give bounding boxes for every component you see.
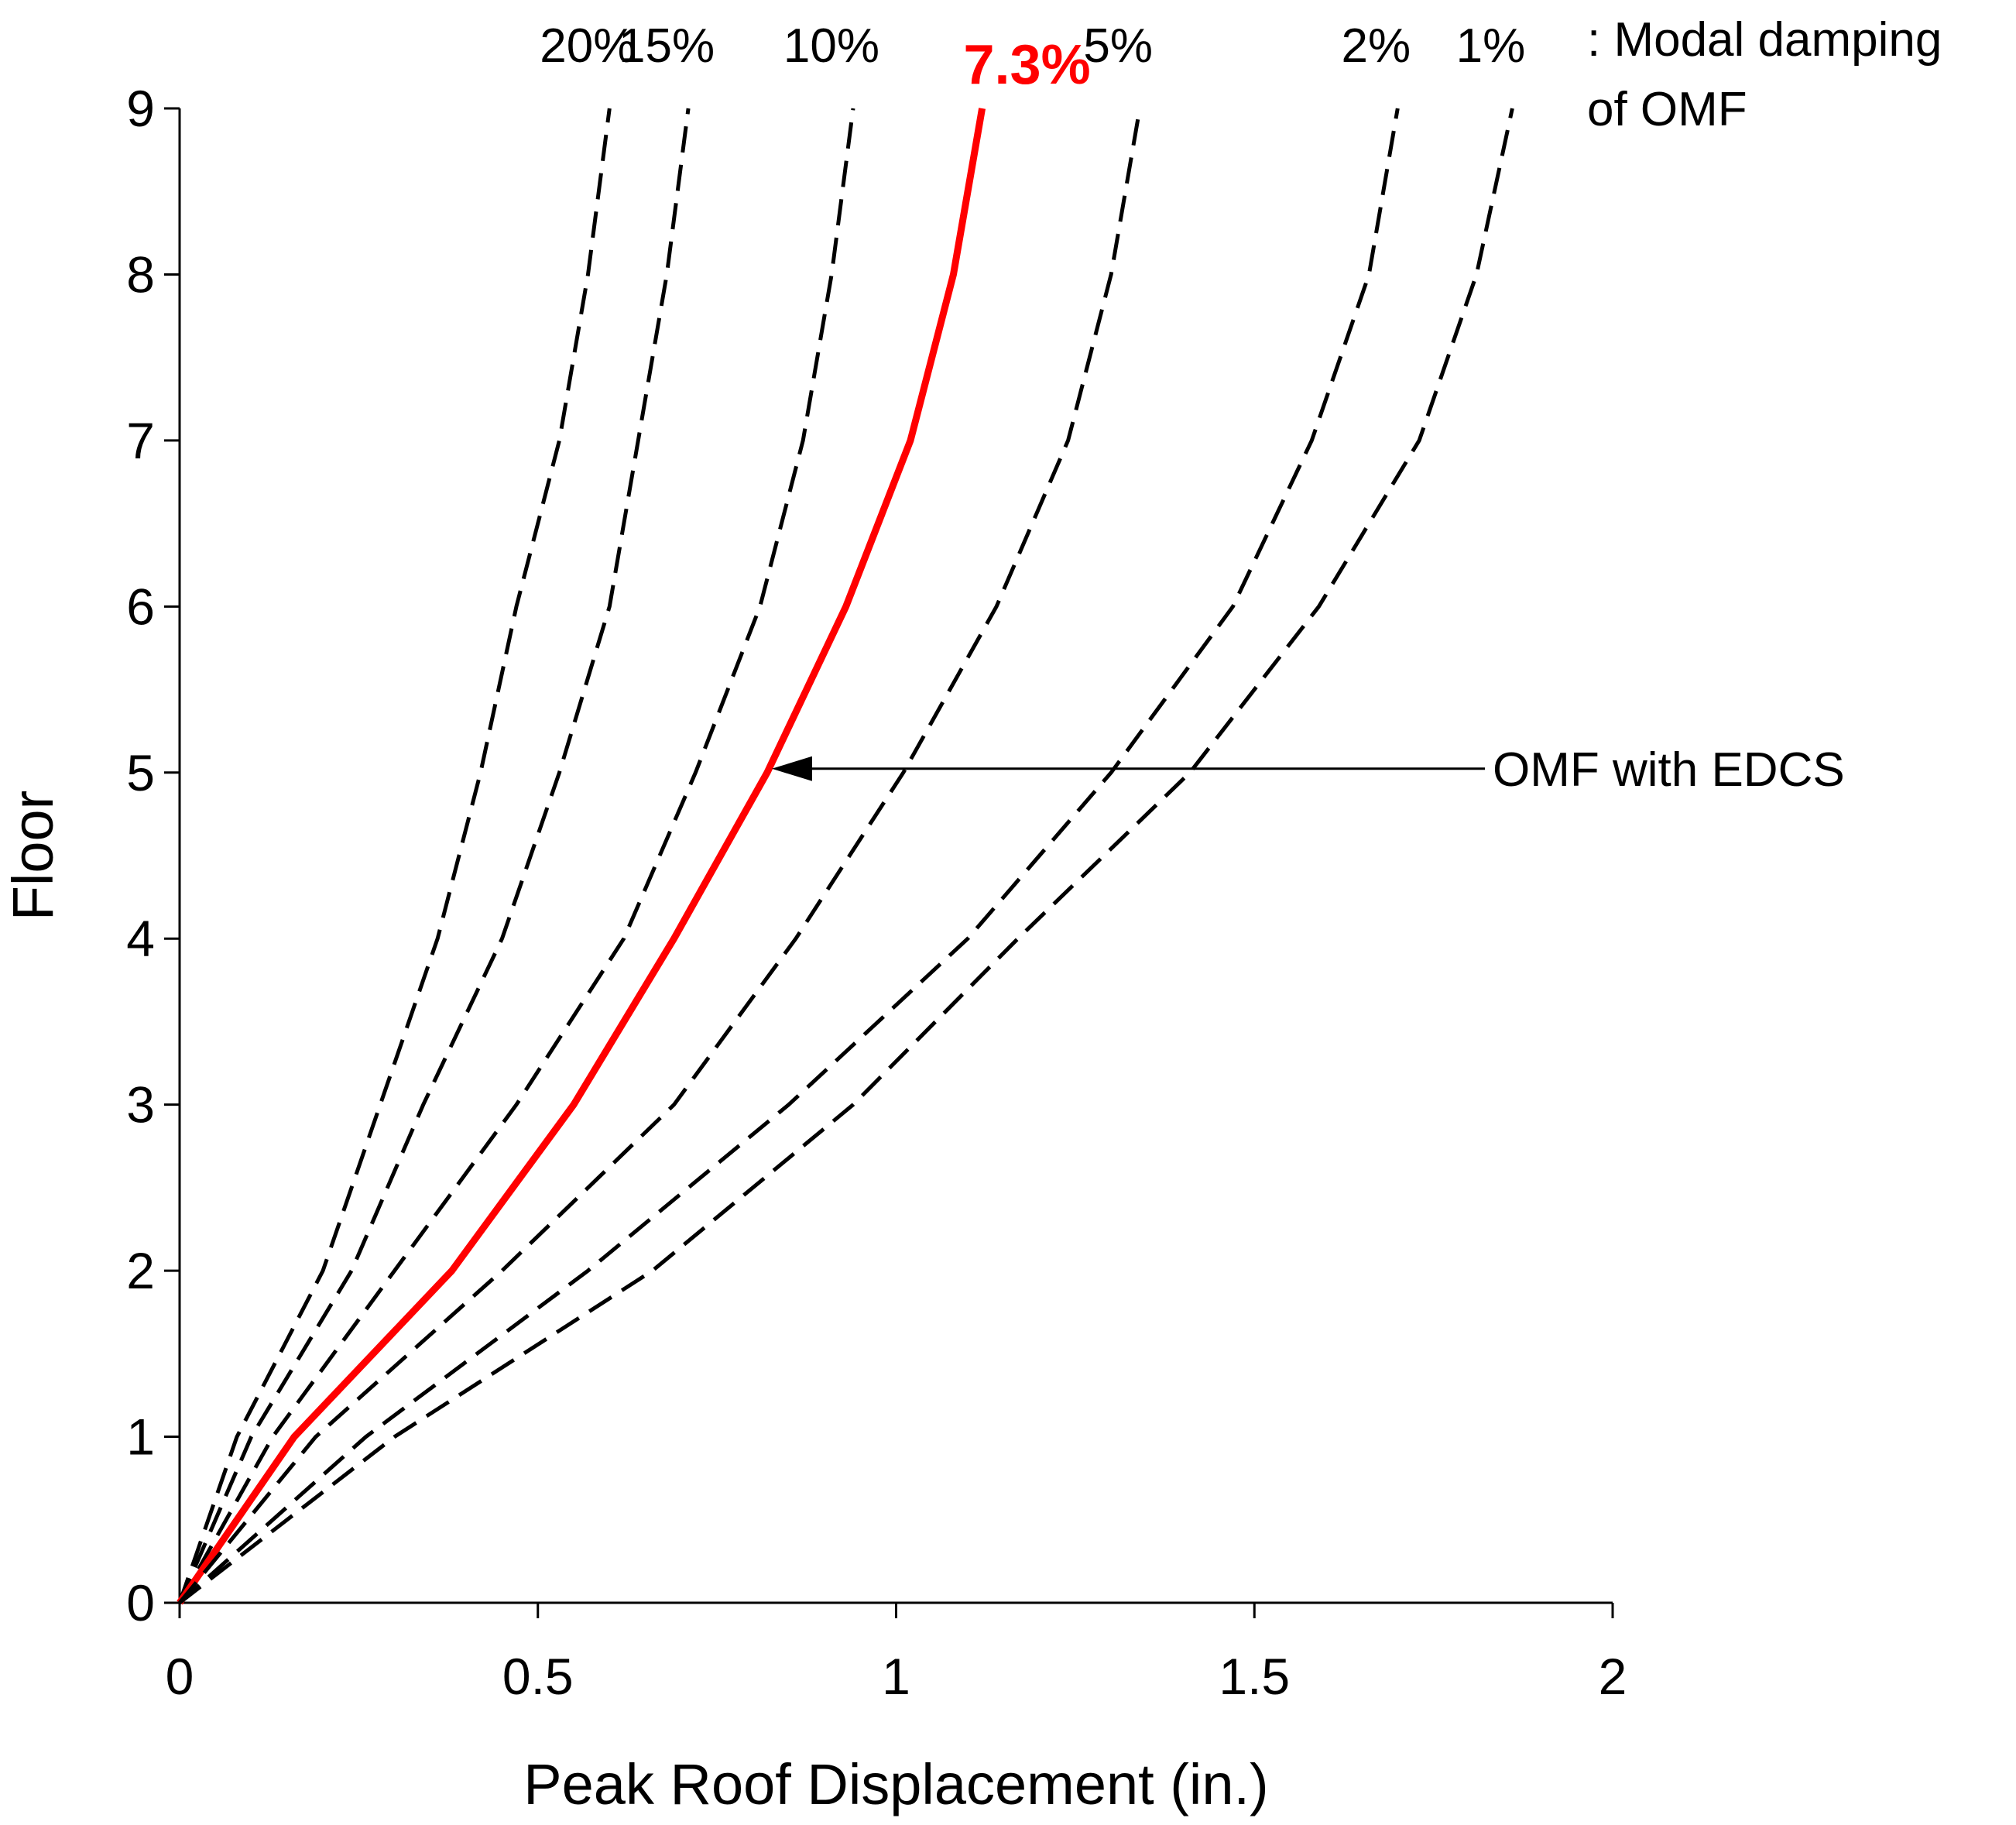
x-axis-title: Peak Roof Displacement (in.)	[523, 1752, 1268, 1816]
series-label-4: 7.3%	[964, 34, 1091, 96]
series-line-3	[177, 108, 855, 1604]
y-tick-label: 8	[126, 245, 155, 303]
y-tick-label: 4	[126, 910, 155, 967]
legend-suffix-line-1: : Modal damping	[1587, 13, 1942, 67]
x-tick-label: 2	[1599, 1648, 1627, 1705]
series-label-6: 2%	[1342, 19, 1411, 73]
series-line-1	[177, 108, 612, 1604]
series-label-1: 20%	[540, 19, 636, 73]
series-label-2: 15%	[619, 19, 715, 73]
annotation-label: OMF with EDCS	[1493, 743, 1845, 797]
y-tick-label: 1	[126, 1408, 155, 1466]
legend-suffix-line-2: of OMF	[1587, 83, 1747, 136]
series-label-7: 1%	[1456, 19, 1526, 73]
axes: 0 1 2 3 4 5 6 7 8 9 0 0.5 1 1.5 2 Peak Roof Displacemen…	[1, 80, 1627, 1816]
x-tick-label: 1.5	[1219, 1648, 1290, 1705]
y-tick-label: 2	[126, 1242, 155, 1299]
y-axis-title: Floor	[1, 791, 65, 921]
y-tick-label: 5	[126, 744, 155, 801]
x-tick-label: 1	[882, 1648, 910, 1705]
series-line-7	[178, 108, 1514, 1604]
y-tick-label: 3	[126, 1076, 155, 1134]
series-labels: 20%15% 10% 7.3%5% 2% 1% : Modal damping of OMF	[540, 13, 1942, 136]
y-tick-label: 6	[126, 578, 155, 635]
y-tick-label: 0	[126, 1574, 155, 1631]
series-label-3: 10%	[783, 19, 879, 73]
series-line-4	[177, 108, 986, 1605]
x-tick-label: 0	[166, 1648, 194, 1705]
y-tick-label: 7	[126, 412, 155, 469]
series-line-2	[177, 108, 691, 1604]
annotation-arrowhead	[771, 756, 812, 781]
series-group	[177, 108, 1514, 1605]
x-tick-label: 0.5	[502, 1648, 574, 1705]
annotation: OMF with EDCS	[771, 743, 1845, 797]
series-line-6	[178, 108, 1400, 1604]
series-line-5	[178, 108, 1142, 1604]
y-tick-label: 9	[126, 80, 155, 137]
series-label-5: 5%	[1083, 19, 1153, 73]
